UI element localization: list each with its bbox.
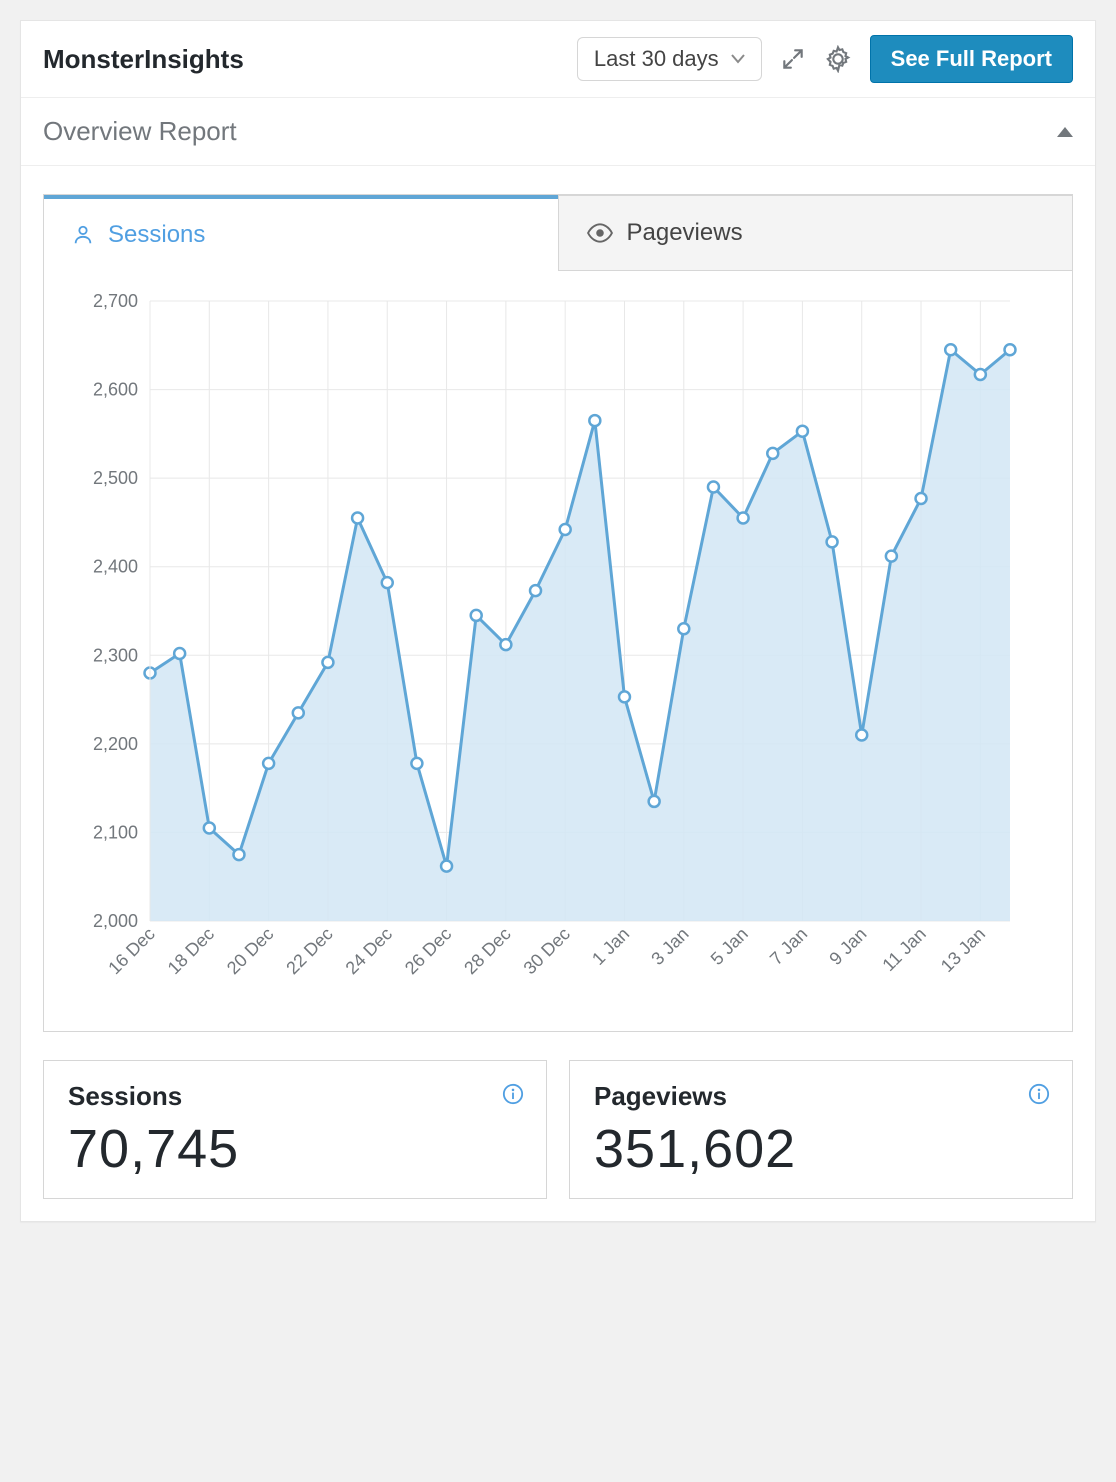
analytics-widget: MonsterInsights Last 30 days See Full Re… <box>20 20 1096 1222</box>
collapse-caret-icon <box>1057 127 1073 137</box>
svg-text:3 Jan: 3 Jan <box>647 924 692 969</box>
stat-sessions-value: 70,745 <box>68 1118 522 1180</box>
svg-text:7 Jan: 7 Jan <box>766 924 811 969</box>
stat-card-sessions: Sessions 70,745 <box>43 1060 547 1199</box>
section-title: Overview Report <box>43 116 237 147</box>
tab-pageviews-label: Pageviews <box>627 219 743 247</box>
svg-text:2,300: 2,300 <box>93 645 138 665</box>
expand-icon[interactable] <box>780 46 806 72</box>
info-icon[interactable] <box>1028 1083 1050 1105</box>
svg-text:2,200: 2,200 <box>93 734 138 754</box>
svg-text:18 Dec: 18 Dec <box>164 924 218 978</box>
svg-text:24 Dec: 24 Dec <box>342 924 396 978</box>
svg-text:26 Dec: 26 Dec <box>401 924 455 978</box>
see-full-report-button[interactable]: See Full Report <box>870 35 1073 83</box>
stat-card-pageviews: Pageviews 351,602 <box>569 1060 1073 1199</box>
svg-text:2,100: 2,100 <box>93 822 138 842</box>
chart-area: 2,000 2,100 2,200 2,300 2,400 2,500 2,600 2,700… <box>44 271 1072 1031</box>
svg-text:30 Dec: 30 Dec <box>520 924 574 978</box>
gear-icon[interactable] <box>824 45 852 73</box>
svg-text:2,400: 2,400 <box>93 557 138 577</box>
widget-title: MonsterInsights <box>43 44 577 75</box>
svg-text:16 Dec: 16 Dec <box>104 924 158 978</box>
stats-row: Sessions 70,745 Pageviews 351,602 <box>43 1060 1073 1199</box>
stat-pageviews-title: Pageviews <box>594 1081 1048 1112</box>
svg-text:2,700: 2,700 <box>93 291 138 311</box>
stat-pageviews-value: 351,602 <box>594 1118 1048 1180</box>
tab-sessions[interactable]: Sessions <box>44 195 558 271</box>
tab-pageviews[interactable]: Pageviews <box>558 195 1073 271</box>
chevron-down-icon <box>731 54 745 64</box>
svg-text:2,500: 2,500 <box>93 468 138 488</box>
date-range-select[interactable]: Last 30 days <box>577 37 762 81</box>
date-range-label: Last 30 days <box>594 46 719 72</box>
chart-card: Sessions Pageviews 2,0002,1002,2002,3002… <box>43 194 1073 1032</box>
svg-text:28 Dec: 28 Dec <box>460 924 514 978</box>
user-icon <box>72 223 94 247</box>
widget-header: MonsterInsights Last 30 days See Full Re… <box>21 21 1095 98</box>
svg-text:13 Jan: 13 Jan <box>937 924 989 976</box>
svg-text:2,000: 2,000 <box>93 911 138 931</box>
svg-text:22 Dec: 22 Dec <box>282 924 336 978</box>
section-header[interactable]: Overview Report <box>21 98 1095 166</box>
sessions-line-chart: 2,000 2,100 2,200 2,300 2,400 2,500 2,600 2,700… <box>60 281 1020 1021</box>
chart-tabs: Sessions Pageviews <box>44 195 1072 271</box>
svg-text:1 Jan: 1 Jan <box>588 924 633 969</box>
stat-sessions-title: Sessions <box>68 1081 522 1112</box>
svg-text:2,600: 2,600 <box>93 380 138 400</box>
eye-icon <box>587 223 613 243</box>
svg-text:9 Jan: 9 Jan <box>825 924 870 969</box>
tab-sessions-label: Sessions <box>108 221 205 249</box>
svg-text:5 Jan: 5 Jan <box>707 924 752 969</box>
svg-text:20 Dec: 20 Dec <box>223 924 277 978</box>
svg-text:11 Jan: 11 Jan <box>878 924 929 975</box>
info-icon[interactable] <box>502 1083 524 1105</box>
